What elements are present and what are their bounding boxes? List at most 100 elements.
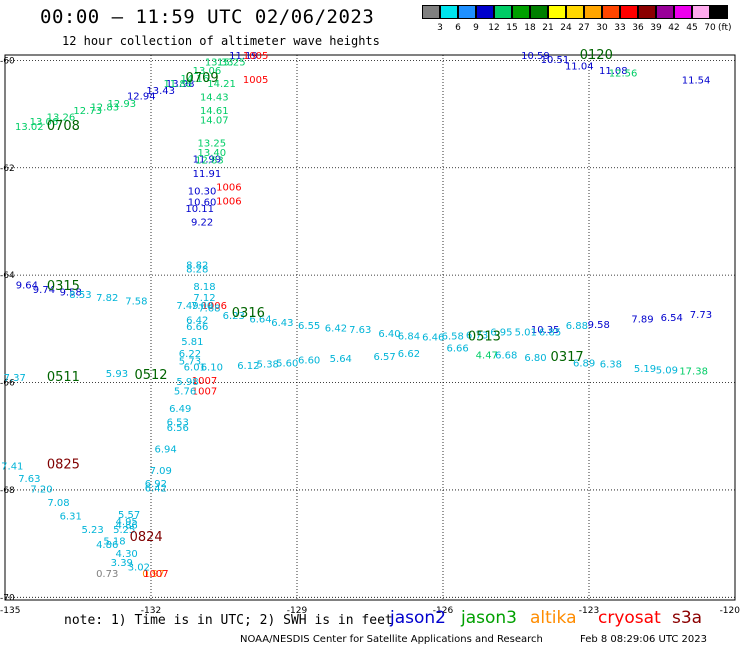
scale-label: 24 (560, 23, 572, 33)
credit-text: NOAA/NESDIS Center for Satellite Applica… (240, 634, 543, 645)
wave-height-label: 7.63 (18, 474, 40, 485)
lat-tick-label: -66 (0, 379, 15, 389)
wave-height-label: 5.98 (176, 377, 198, 388)
scale-swatch (566, 5, 584, 19)
wave-height-label: 6.80 (524, 353, 546, 364)
wave-height-label: 6.68 (495, 350, 517, 361)
scale-swatch (512, 5, 530, 19)
satellite-legend-jason3: jason3 (461, 608, 517, 628)
scale-swatch (620, 5, 638, 19)
wave-height-label: 5.93 (106, 369, 128, 380)
wave-height-label: 10.30 (188, 187, 217, 198)
scale-label: 9 (473, 23, 479, 33)
scale-swatch (584, 5, 602, 19)
wave-height-label: 7.41 (1, 462, 23, 473)
scale-label: 36 (632, 23, 644, 33)
wave-height-label: 5.19 (634, 364, 656, 375)
wave-height-label: 11.08 (599, 66, 628, 77)
wave-height-label: 14.43 (200, 93, 229, 104)
wave-height-label: 7.82 (96, 293, 118, 304)
wave-height-label: 13.98 (166, 79, 195, 90)
wave-height-label: 10.59 (521, 51, 550, 62)
wave-height-label: 17.38 (679, 366, 708, 377)
wave-height-label: 14.07 (200, 116, 229, 127)
wave-height-label: 14.16 (180, 74, 209, 85)
wave-height-label: 6.94 (154, 444, 176, 455)
lat-tick-label: -70 (0, 593, 15, 603)
wave-height-label: 10.51 (541, 55, 570, 66)
wave-height-label: 7.37 (4, 373, 26, 384)
time-label: 0824 (130, 530, 163, 545)
wave-height-label: 1006 (202, 301, 227, 312)
time-label: 0317 (551, 350, 584, 365)
wave-height-label: 13.06 (30, 117, 59, 128)
wave-height-label: 12.83 (90, 102, 119, 113)
wave-height-label: 12.56 (609, 68, 638, 79)
wave-height-label: 9.74 (33, 285, 55, 296)
wave-height-label: 13.33 (205, 58, 234, 69)
wave-height-label: 5.01 (515, 327, 537, 338)
satellite-legend-jason2: jason2 (390, 608, 446, 628)
scale-swatch (548, 5, 566, 19)
wave-height-label: 5.18 (103, 537, 125, 548)
lat-tick-label: -64 (0, 271, 15, 281)
wave-height-label: 6.88 (566, 321, 588, 332)
wave-height-label: 6.56 (167, 423, 189, 434)
wave-height-label: 12.93 (107, 99, 136, 110)
wave-height-label: 6.10 (201, 363, 223, 374)
wave-height-label: 6.92 (145, 479, 167, 490)
scale-swatch (692, 5, 710, 19)
wave-height-label: 11.54 (682, 75, 711, 86)
scale-swatch (476, 5, 494, 19)
wave-height-label: 8.82 (186, 261, 208, 272)
time-label: 0513 (468, 330, 501, 345)
wave-height-label: 6.62 (398, 349, 420, 360)
time-label: 0120 (580, 48, 613, 63)
wave-height-label: 9.58 (588, 320, 610, 331)
wave-height-label: 7.49 (176, 301, 198, 312)
wave-height-label: 13.43 (146, 86, 175, 97)
wave-height-label: 14.61 (200, 106, 229, 117)
wave-height-label: 6.66 (446, 343, 468, 354)
scale-label: 30 (596, 23, 608, 33)
wave-height-label: 6.64 (249, 314, 271, 325)
wave-height-label: 1005 (243, 51, 268, 62)
wave-height-label: 14.21 (207, 79, 236, 90)
wave-height-label: 4.95 (116, 517, 138, 528)
wave-height-label: 6.85 (539, 327, 561, 338)
wave-height-label: 5.76 (174, 386, 196, 397)
wave-height-label: 8.28 (186, 264, 208, 275)
lon-tick-label: -126 (433, 606, 454, 616)
wave-height-label: 7.63 (349, 325, 371, 336)
wave-height-label: 3.02 (128, 562, 150, 573)
wave-height-label: 10.11 (185, 204, 214, 215)
scale-label: 3 (437, 23, 443, 33)
wave-height-label: 6.55 (298, 321, 320, 332)
wave-height-label: 6.43 (271, 318, 293, 329)
wave-height-label: 5.23 (81, 525, 103, 536)
wave-height-label: 7.73 (690, 310, 712, 321)
scale-label: 42 (668, 23, 680, 33)
scale-swatch (602, 5, 620, 19)
wave-height-label: 7.89 (631, 314, 653, 325)
wave-height-label: 11.88 (163, 79, 192, 90)
time-label: 0825 (47, 457, 80, 472)
wave-height-label: 7.08 (47, 498, 69, 509)
wave-height-label: 5.81 (181, 337, 203, 348)
scale-label: 15 (506, 23, 518, 33)
wave-height-label: 6.22 (179, 349, 201, 360)
wave-height-label: 1007 (192, 386, 217, 397)
time-label: 0511 (47, 370, 80, 385)
wave-height-label: 7.68 (198, 304, 220, 315)
scale-swatch (710, 5, 728, 19)
wave-height-label: 6.42 (145, 484, 167, 495)
satellite-legend-cryosat: cryosat (598, 608, 661, 628)
wave-height-label: 12.83 (195, 155, 224, 166)
wave-height-label: 0.97 (142, 569, 164, 580)
wave-height-label: 4.30 (116, 549, 138, 560)
wave-height-label: 6.38 (600, 360, 622, 371)
wave-height-label: 7.58 (125, 297, 147, 308)
wave-height-label: 6.84 (398, 332, 420, 343)
wave-height-label: 5.09 (656, 365, 678, 376)
